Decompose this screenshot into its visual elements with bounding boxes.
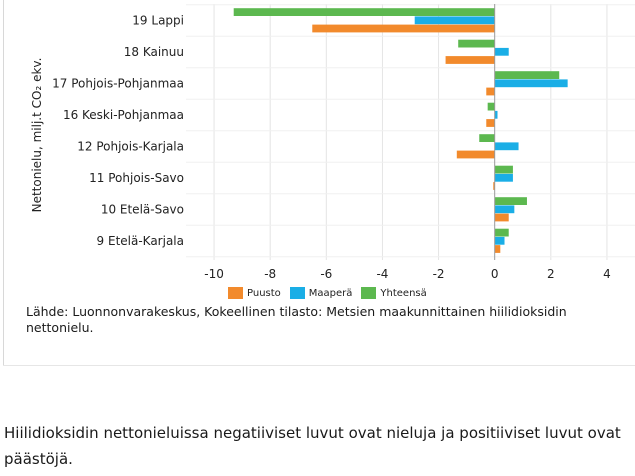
category-label-18-kainuu: 18 Kainuu (124, 45, 184, 59)
bar-maapera-16-keski-pohjanmaa (494, 110, 498, 119)
legend-swatch-maapera (289, 287, 305, 299)
bar-yhteensa-16-keski-pohjanmaa (487, 102, 495, 111)
x-tick-label: 4 (603, 267, 611, 281)
legend: Puusto Maaperä Yhteensä (228, 285, 436, 301)
caption-text: Hiilidioksidin nettonieluissa negatiivis… (4, 424, 621, 468)
bar-maapera-10-etela-savo (494, 205, 515, 214)
x-tick-label: 2 (547, 267, 555, 281)
category-label-9-etela-karjala: 9 Etelä-Karjala (97, 234, 184, 248)
x-tick-label: 0 (491, 267, 499, 281)
category-label-19-lappi: 19 Lappi (132, 14, 184, 28)
legend-swatch-yhteensa (361, 287, 377, 299)
bar-puusto-16-keski-pohjanmaa (486, 119, 495, 127)
bar-puusto-18-kainuu (445, 56, 495, 64)
legend-item-puusto[interactable]: Puusto (228, 287, 281, 299)
x-tick-labels: -10 -8 -6 -4 -2 0 2 4 (204, 267, 611, 281)
category-labels: 19 Lappi 18 Kainuu 17 Pohjois-Pohjanmaa 16 … (52, 14, 184, 249)
bar-yhteensa-11-pohjois-savo (494, 165, 513, 174)
bar-yhteensa-9-etela-karjala (494, 228, 509, 237)
grid-lines (186, 4, 635, 260)
bar-maapera-11-pohjois-savo (494, 173, 513, 182)
panel-bottom-border (3, 365, 635, 366)
bar-maapera-19-lappi (414, 16, 495, 25)
x-tick-label: -8 (264, 267, 276, 281)
bar-puusto-11-pohjois-savo (493, 182, 495, 190)
legend-label-yhteensa: Yhteensä (380, 287, 427, 299)
chart-panel: 19 Lappi 18 Kainuu 17 Pohjois-Pohjanmaa 16 … (3, 0, 635, 366)
legend-item-yhteensa[interactable]: Yhteensä (361, 287, 427, 299)
y-axis-title: Nettonielu, milj.t CO₂ ekv. (30, 58, 44, 213)
bar-maapera-12-pohjois-karjala (494, 142, 519, 151)
bar-chart: 19 Lappi 18 Kainuu 17 Pohjois-Pohjanmaa 16 … (30, 4, 635, 281)
category-label-16-keski-pohjanmaa: 16 Keski-Pohjanmaa (63, 108, 184, 122)
category-label-11-pohjois-savo: 11 Pohjois-Savo (89, 171, 184, 185)
x-tick-label: -10 (204, 267, 224, 281)
x-tick-label: -6 (320, 267, 332, 281)
bar-yhteensa-18-kainuu (458, 39, 495, 48)
bar-yhteensa-10-etela-savo (494, 197, 527, 205)
x-tick-label: -2 (433, 267, 445, 281)
legend-swatch-puusto (228, 287, 243, 299)
panel-left-border (3, 0, 4, 366)
bar-puusto-9-etela-karjala (494, 245, 501, 253)
bar-puusto-17-pohjois-pohjanmaa (486, 87, 495, 96)
bar-puusto-12-pohjois-karjala (456, 150, 495, 159)
bar-puusto-19-lappi (312, 24, 495, 33)
bar-maapera-18-kainuu (494, 47, 509, 56)
category-label-17-pohjois-pohjanmaa: 17 Pohjois-Pohjanmaa (52, 77, 184, 91)
bar-maapera-9-etela-karjala (494, 236, 505, 245)
x-tick-label: -4 (376, 267, 388, 281)
bar-yhteensa-17-pohjois-pohjanmaa (494, 71, 560, 79)
legend-label-puusto: Puusto (247, 287, 281, 299)
bar-yhteensa-19-lappi (233, 8, 495, 16)
bar-yhteensa-12-pohjois-karjala (479, 134, 495, 142)
legend-label-maapera: Maaperä (308, 287, 353, 299)
category-label-10-etela-savo: 10 Etelä-Savo (101, 203, 184, 217)
bar-puusto-10-etela-savo (494, 213, 509, 222)
bar-maapera-17-pohjois-pohjanmaa (494, 79, 568, 88)
category-label-12-pohjois-karjala: 12 Pohjois-Karjala (77, 140, 184, 154)
source-note: Lähde: Luonnonvarakeskus, Kokeellinen ti… (26, 304, 567, 335)
legend-item-maapera[interactable]: Maaperä (289, 287, 353, 299)
bars (233, 8, 568, 253)
